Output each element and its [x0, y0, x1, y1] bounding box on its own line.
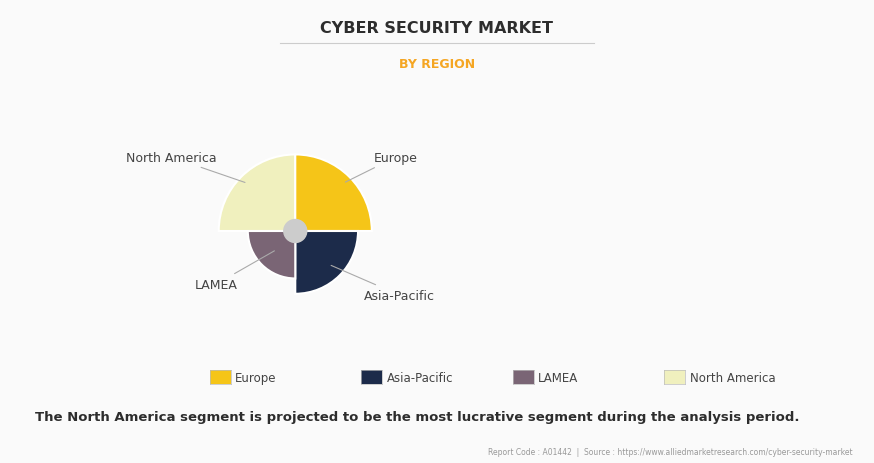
- Text: BY REGION: BY REGION: [399, 58, 475, 71]
- Text: The North America segment is projected to be the most lucrative segment during t: The North America segment is projected t…: [35, 410, 800, 423]
- Text: Asia-Pacific: Asia-Pacific: [386, 371, 453, 384]
- Wedge shape: [218, 155, 295, 232]
- Text: North America: North America: [126, 151, 245, 183]
- Circle shape: [284, 220, 307, 243]
- Text: Asia-Pacific: Asia-Pacific: [331, 266, 435, 302]
- Text: CYBER SECURITY MARKET: CYBER SECURITY MARKET: [321, 21, 553, 36]
- Wedge shape: [295, 232, 358, 294]
- Text: LAMEA: LAMEA: [538, 371, 579, 384]
- Text: LAMEA: LAMEA: [195, 251, 274, 291]
- Text: Europe: Europe: [235, 371, 276, 384]
- Wedge shape: [295, 155, 371, 232]
- Wedge shape: [248, 232, 295, 279]
- Text: North America: North America: [690, 371, 775, 384]
- Text: Report Code : A01442  |  Source : https://www.alliedmarketresearch.com/cyber-sec: Report Code : A01442 | Source : https://…: [488, 447, 852, 456]
- Text: Europe: Europe: [345, 151, 418, 183]
